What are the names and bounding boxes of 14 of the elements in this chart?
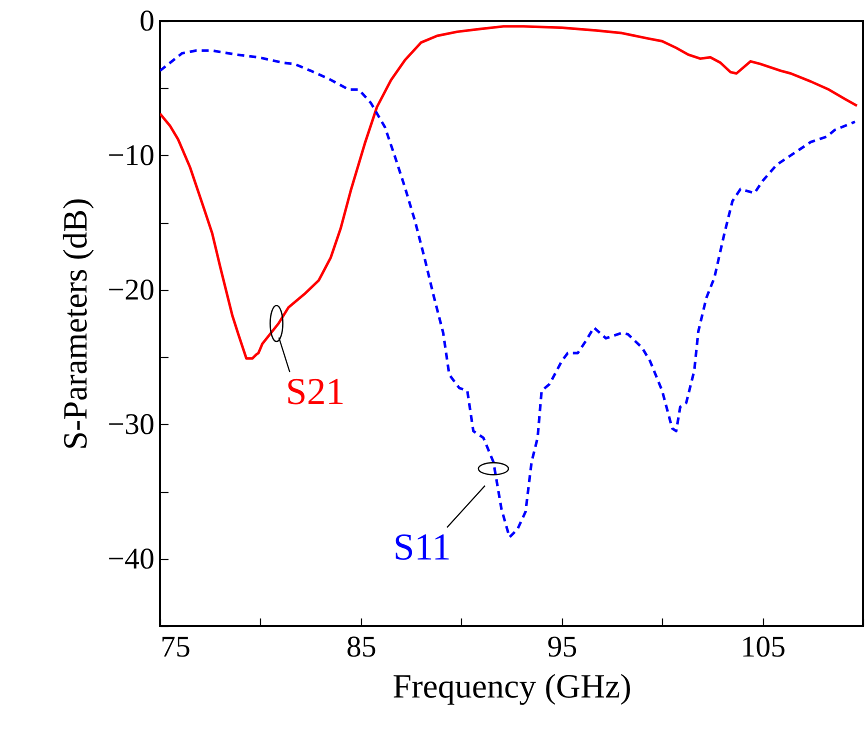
x-tick-label: 85 [346,630,376,664]
y-axis-title: S-Parameters (dB) [58,198,95,450]
y-tick-label: −20 [108,273,154,306]
y-tick-label: −10 [108,138,154,172]
y-tick-label: −40 [108,542,154,576]
line-series [160,25,858,360]
y-tick-label: 0 [140,4,154,38]
x-tick-label: 105 [740,630,786,664]
annotation: S21 [286,371,345,414]
x-tick-label: 95 [547,630,578,664]
x-tick-label: 75 [160,630,190,664]
annotation: S11 [393,526,452,568]
x-axis-title: Frequency (GHz) [392,668,632,706]
y-tick-label: −30 [108,408,154,441]
